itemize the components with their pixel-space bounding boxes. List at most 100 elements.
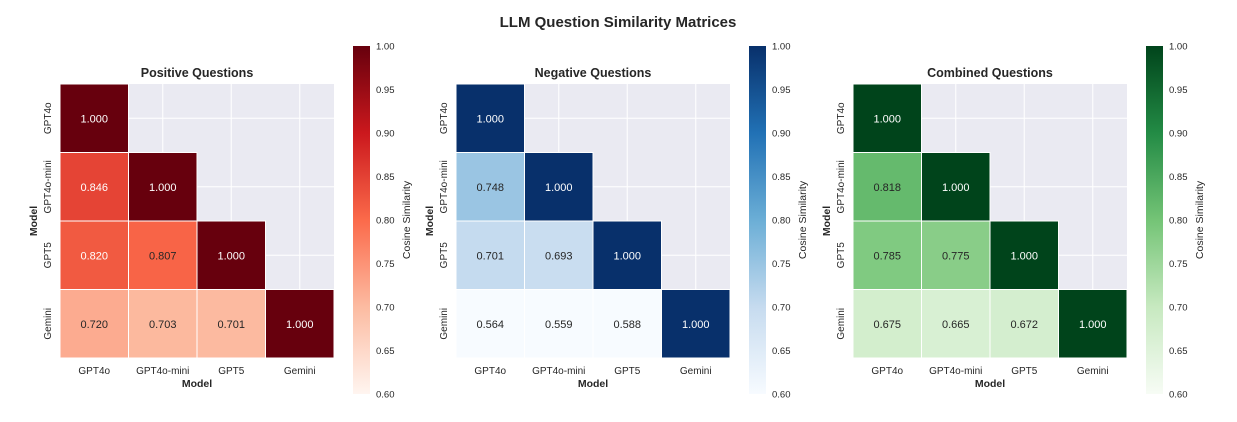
colorbar-tick-label: 0.75	[376, 259, 395, 270]
y-tick-label: Gemini	[836, 308, 847, 340]
heatmap-panel: 1.000 0.748 1.000 0.701 0.693 1.000 0.564 0.559…	[424, 42, 809, 401]
colorbar-tick-label: 0.85	[772, 172, 791, 183]
heatmap-cell	[852, 289, 922, 359]
colorbar-tick-label: 0.60	[772, 390, 791, 401]
x-tick-label: GPT4o	[78, 366, 110, 377]
heatmap-cell	[852, 83, 922, 153]
colorbar-tick-label: 0.65	[376, 346, 395, 357]
y-axis-label: Model	[28, 206, 40, 236]
colorbar-tick-label: 0.90	[376, 129, 395, 140]
cell-value-label: 1.000	[1079, 319, 1107, 331]
heatmap-cell	[196, 220, 266, 290]
y-axis-label: Model	[821, 206, 833, 236]
x-tick-label: GPT4o-mini	[136, 366, 189, 377]
cell-value-label: 0.701	[217, 319, 245, 331]
colorbar-tick-label: 0.70	[772, 303, 791, 314]
cell-value-label: 0.564	[476, 319, 504, 331]
x-tick-label: Gemini	[680, 366, 712, 377]
y-axis-label: Model	[424, 206, 436, 236]
heatmap-cell	[128, 220, 198, 290]
cell-value-label: 0.559	[545, 319, 573, 331]
colorbar	[1146, 46, 1163, 394]
colorbar-tick-label: 0.75	[1169, 259, 1188, 270]
cell-value-label: 1.000	[80, 113, 108, 125]
cell-value-label: 0.701	[476, 250, 504, 262]
cell-value-label: 1.000	[149, 182, 177, 194]
cell-value-label: 1.000	[545, 182, 573, 194]
colorbar-tick-label: 0.65	[772, 346, 791, 357]
heatmap-cell	[524, 220, 594, 290]
cell-value-label: 1.000	[873, 113, 901, 125]
heatmap-cell	[455, 152, 525, 222]
y-tick-label: GPT4o-mini	[43, 160, 54, 213]
x-tick-label: GPT4o-mini	[929, 366, 982, 377]
cell-value-label: 1.000	[1010, 250, 1038, 262]
colorbar-tick-label: 0.65	[1169, 346, 1188, 357]
colorbar-tick-label: 0.95	[772, 85, 791, 96]
heatmap-panel: 1.000 0.846 1.000 0.820 0.807 1.000 0.720 0.703…	[28, 42, 413, 401]
cell-value-label: 1.000	[476, 113, 504, 125]
colorbar-tick-label: 0.85	[376, 172, 395, 183]
x-tick-label: Gemini	[1077, 366, 1109, 377]
x-tick-label: GPT5	[1011, 366, 1038, 377]
colorbar-tick-label: 0.60	[1169, 390, 1188, 401]
x-axis-label: Model	[975, 378, 1005, 390]
y-tick-label: GPT5	[836, 242, 847, 269]
y-tick-label: GPT5	[43, 242, 54, 269]
panel-title: Negative Questions	[535, 66, 652, 80]
colorbar-label: Cosine Similarity	[797, 180, 809, 259]
cell-value-label: 0.818	[873, 182, 901, 194]
cell-value-label: 0.665	[942, 319, 970, 331]
cell-value-label: 0.775	[942, 250, 970, 262]
heatmap-cell	[592, 289, 662, 359]
cell-value-label: 0.672	[1010, 319, 1038, 331]
colorbar-tick-label: 1.00	[376, 42, 395, 53]
cell-value-label: 1.000	[217, 250, 245, 262]
cell-value-label: 0.703	[149, 319, 177, 331]
y-tick-label: GPT4o	[439, 102, 450, 134]
colorbar-tick-label: 0.80	[1169, 216, 1188, 227]
figure-title: LLM Question Similarity Matrices	[500, 14, 737, 31]
heatmap-cell	[59, 152, 129, 222]
heatmap-cell	[59, 83, 129, 153]
heatmap-cell	[196, 289, 266, 359]
cell-value-label: 0.693	[545, 250, 573, 262]
colorbar-label: Cosine Similarity	[1194, 180, 1206, 259]
cell-value-label: 0.807	[149, 250, 177, 262]
y-tick-label: GPT4o	[836, 102, 847, 134]
cell-value-label: 1.000	[682, 319, 710, 331]
heatmap-cell	[592, 220, 662, 290]
colorbar-tick-label: 0.70	[376, 303, 395, 314]
colorbar-tick-label: 0.60	[376, 390, 395, 401]
colorbar-tick-label: 1.00	[772, 42, 791, 53]
colorbar-tick-label: 0.70	[1169, 303, 1188, 314]
colorbar-tick-label: 0.80	[376, 216, 395, 227]
x-tick-label: Gemini	[284, 366, 316, 377]
heatmap-cell	[989, 289, 1059, 359]
cell-value-label: 0.785	[873, 250, 901, 262]
x-axis-label: Model	[182, 378, 212, 390]
y-tick-label: GPT4o-mini	[836, 160, 847, 213]
heatmap-cell	[59, 220, 129, 290]
x-tick-label: GPT5	[218, 366, 245, 377]
x-axis-label: Model	[578, 378, 608, 390]
heatmap-cell	[921, 289, 991, 359]
heatmap-cell	[128, 152, 198, 222]
heatmap-cell	[852, 220, 922, 290]
x-tick-label: GPT5	[614, 366, 641, 377]
y-tick-label: GPT4o	[43, 102, 54, 134]
heatmap-cell	[524, 152, 594, 222]
heatmap-cell	[989, 220, 1059, 290]
x-tick-label: GPT4o-mini	[532, 366, 585, 377]
cell-value-label: 0.720	[80, 319, 108, 331]
heatmap-cell	[455, 83, 525, 153]
colorbar	[353, 46, 370, 394]
cell-value-label: 0.846	[80, 182, 108, 194]
cell-value-label: 0.748	[476, 182, 504, 194]
colorbar-tick-label: 0.90	[1169, 129, 1188, 140]
colorbar-tick-label: 0.95	[1169, 85, 1188, 96]
colorbar-tick-label: 0.80	[772, 216, 791, 227]
y-tick-label: GPT5	[439, 242, 450, 269]
x-tick-label: GPT4o	[474, 366, 506, 377]
